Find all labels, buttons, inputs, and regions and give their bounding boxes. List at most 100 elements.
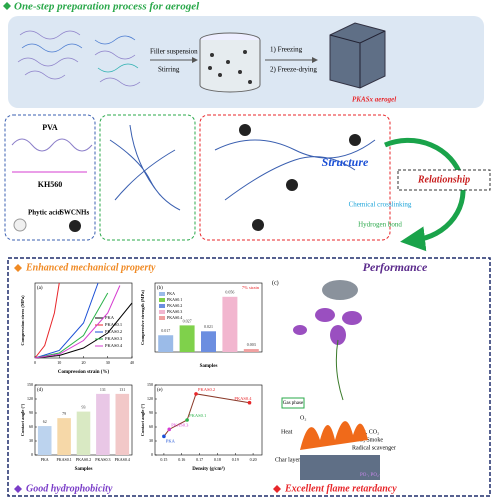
y-tick-label: 60 [149, 424, 153, 429]
legend-entry: PKAS0.2 [105, 329, 122, 334]
decoration [218, 73, 222, 77]
bar [96, 393, 110, 455]
value-label: 0.021 [204, 324, 213, 329]
beaker [199, 40, 261, 93]
x-tick-label: 0 [34, 360, 36, 365]
c-text: PO·, PO₂· [360, 473, 381, 478]
panel-label: (c) [272, 279, 279, 286]
value-label: 0.003 [247, 342, 256, 347]
curve [34, 282, 99, 359]
swcnh [239, 124, 361, 231]
y-tick-label: 90 [29, 410, 33, 415]
decoration [342, 311, 362, 325]
x-tick-label: 0.18 [214, 457, 221, 462]
step: Filler suspension [150, 48, 198, 56]
x-tick-label: 40 [130, 360, 134, 365]
y-tick-label: 60 [29, 424, 33, 429]
y-tick-label: 0 [151, 452, 153, 457]
c-text: O₂ [300, 415, 306, 421]
bar [158, 335, 174, 352]
box [199, 114, 391, 241]
network [109, 124, 181, 211]
legend-text: Chemical crosslinking [349, 201, 412, 209]
bar [222, 296, 238, 352]
x-tick-label: 0.19 [232, 457, 239, 462]
value-label: 62 [43, 419, 47, 424]
y-tick-label: 0 [31, 452, 33, 457]
x-tick-label: PKA [41, 457, 49, 462]
legend-entry: PKAS0.1 [167, 297, 182, 302]
point-label: PKAS0.3 [171, 422, 189, 427]
legend-swatch [159, 298, 165, 302]
note: 7% strain [242, 285, 260, 290]
char-block [300, 455, 380, 480]
phytic-icon [13, 218, 27, 232]
title: One-step preparation process for aerogel [14, 1, 200, 13]
decoration [349, 134, 361, 146]
x-tick-label: 10 [57, 360, 61, 365]
legend-swatch [159, 304, 165, 308]
bar [76, 411, 91, 455]
bar [201, 331, 216, 352]
x-axis-label: Compression strain (%) [58, 370, 110, 375]
y-axis-label: Contact angle (°) [140, 403, 145, 436]
c-text: Radical scavenger [352, 445, 396, 451]
network [214, 139, 376, 201]
point-label: PKAS0.1 [189, 413, 206, 418]
curve [34, 302, 133, 359]
y-tick-label: 120 [27, 396, 33, 401]
y-axis-label: Compressive strength (MPa) [140, 289, 145, 345]
decoration [238, 70, 242, 74]
y-axis-label: Compression stress (MPa) [20, 295, 25, 346]
decoration [94, 50, 136, 60]
aerogel [329, 22, 386, 89]
y-tick-label: 150 [147, 382, 153, 387]
perf-box [7, 257, 491, 497]
bar [243, 349, 259, 352]
step: 1) Freezing [270, 46, 303, 54]
panel-label: (b) [157, 286, 163, 291]
bullet [273, 485, 281, 493]
point [194, 392, 198, 396]
x-tick-label: 30 [106, 360, 110, 365]
plot-frame [154, 384, 263, 456]
swcnh-icon [69, 220, 81, 232]
point [162, 434, 166, 439]
legend-swatch [159, 310, 165, 314]
legend-entry: PKA [105, 315, 115, 320]
point-label: PKAS0.2 [198, 387, 215, 392]
decoration [286, 179, 298, 191]
x-tick-label: 0.17 [196, 457, 203, 462]
legend-text: Hydrogen bond [358, 221, 402, 229]
decoration [94, 35, 136, 45]
x-tick-label: PKAS0.3 [95, 457, 110, 462]
bullet [14, 264, 22, 272]
heading: Good hydrophobicity [26, 483, 113, 494]
y-tick-label: 90 [149, 410, 153, 415]
x-tick-label: PKAS0.4 [115, 457, 130, 462]
structure-title: Structure [322, 155, 369, 169]
decoration [19, 30, 81, 40]
x-tick-label: 20 [82, 360, 86, 365]
decoration [239, 124, 251, 136]
c-text: H₂O, CO₂ [355, 429, 379, 435]
value-label: 0.017 [161, 328, 170, 333]
flame [300, 421, 368, 450]
bar [179, 325, 195, 352]
y-tick-label: 120 [147, 396, 153, 401]
y-tick-label: 150 [27, 382, 33, 387]
box [4, 114, 96, 241]
heading: Performance [363, 260, 428, 274]
bar [37, 426, 52, 455]
bar [115, 393, 130, 455]
decoration [17, 57, 79, 67]
legend-swatch [159, 316, 165, 320]
heading: Enhanced mechanical property [25, 262, 156, 273]
y-tick-label: 30 [149, 438, 153, 443]
step: 2) Freeze-drying [270, 66, 317, 74]
c-text: CO, Smoke [355, 437, 383, 443]
decoration [330, 325, 346, 345]
chains [17, 30, 141, 87]
legend-entry: PKA [167, 291, 175, 296]
